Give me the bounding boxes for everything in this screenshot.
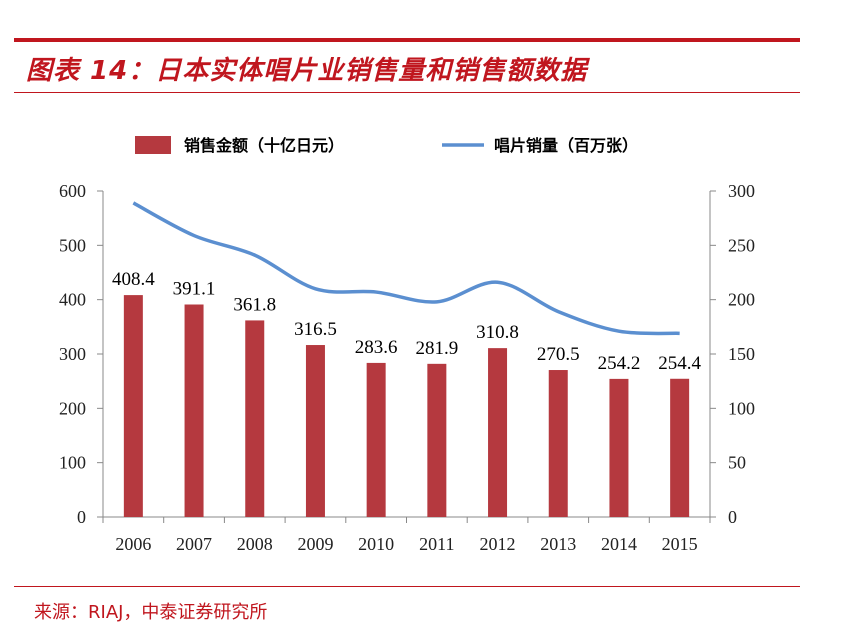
x-tick-label: 2006 [115,534,151,554]
x-tick-label: 2008 [237,534,273,554]
x-tick-label: 2012 [480,534,516,554]
figure-title: 图表 14：日本实体唱片业销售量和销售额数据 [26,56,588,86]
y-left-tick-label: 500 [59,235,86,255]
y-right-tick-label: 100 [728,398,755,418]
y-left-tick-label: 300 [59,344,86,364]
y-left-tick-label: 400 [59,290,86,310]
bar-data-label: 283.6 [355,337,398,358]
bar-sales-amount [609,378,629,517]
y-left-tick-label: 100 [59,453,86,473]
y-right-tick-label: 300 [728,181,755,201]
bar-data-label: 316.5 [294,319,337,340]
source-note: 来源：RIAJ，中泰证券研究所 [34,602,268,623]
bar-sales-amount [670,378,690,517]
y-left-tick-label: 0 [77,507,86,527]
bar-sales-amount [245,320,265,517]
bar-data-label: 254.4 [658,353,701,374]
x-tick-label: 2015 [662,534,698,554]
bar-sales-amount [184,304,204,517]
legend-label-sales-amount: 销售金额（十亿日元） [184,136,344,155]
x-tick-label: 2007 [176,534,212,554]
x-tick-label: 2013 [540,534,576,554]
x-tick-label: 2010 [358,534,394,554]
y-left-tick-label: 200 [59,398,86,418]
x-tick-label: 2014 [601,534,637,554]
x-tick-label: 2009 [297,534,333,554]
bottom-rule [14,586,800,587]
bar-sales-amount [123,295,143,517]
bar-sales-amount [548,370,568,517]
top-rule [14,38,800,42]
bar-data-label: 391.1 [173,279,216,300]
y-right-tick-label: 50 [728,453,746,473]
line-unit-sales [132,201,680,336]
y-right-tick-label: 0 [728,507,737,527]
legend-swatch-sales-amount [135,136,171,154]
bar-sales-amount [427,363,447,517]
y-right-tick-label: 150 [728,344,755,364]
title-rule [14,92,800,93]
y-left-tick-label: 600 [59,181,86,201]
bar-data-label: 408.4 [112,269,155,290]
bar-sales-amount [366,362,386,517]
bar-data-label: 310.8 [476,322,519,343]
bar-data-label: 270.5 [537,344,580,365]
bar-data-label: 254.2 [598,353,641,374]
legend-label-unit-sales: 唱片销量（百万张） [494,136,638,155]
bar-data-label: 281.9 [415,338,458,359]
bar-sales-amount [305,345,325,517]
bar-sales-amount [488,348,508,517]
y-right-tick-label: 250 [728,235,755,255]
y-right-tick-label: 200 [728,290,755,310]
bar-data-label: 361.8 [233,294,276,315]
x-tick-label: 2011 [419,534,454,554]
